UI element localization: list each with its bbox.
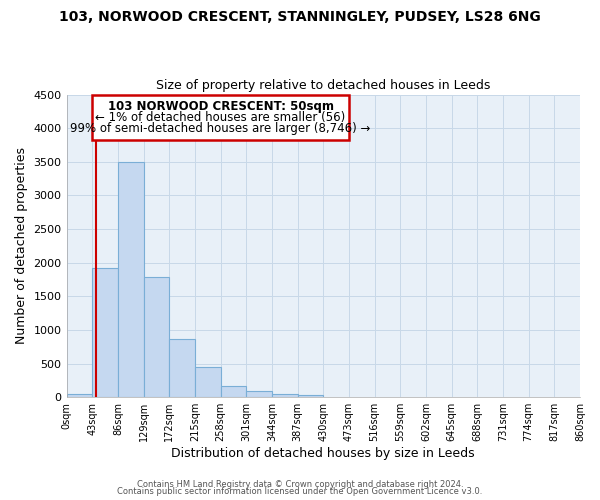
Bar	[143, 278, 169, 397]
Bar	[118, 162, 143, 397]
Title: Size of property relative to detached houses in Leeds: Size of property relative to detached ho…	[156, 79, 490, 92]
Text: 103, NORWOOD CRESCENT, STANNINGLEY, PUDSEY, LS28 6NG: 103, NORWOOD CRESCENT, STANNINGLEY, PUDS…	[59, 10, 541, 24]
Bar	[272, 394, 298, 397]
Text: Contains public sector information licensed under the Open Government Licence v3: Contains public sector information licen…	[118, 487, 482, 496]
Bar	[92, 268, 118, 397]
Y-axis label: Number of detached properties: Number of detached properties	[15, 148, 28, 344]
Bar	[298, 395, 323, 397]
Bar	[246, 391, 272, 397]
Text: 99% of semi-detached houses are larger (8,746) →: 99% of semi-detached houses are larger (…	[70, 122, 371, 135]
Text: 103 NORWOOD CRESCENT: 50sqm: 103 NORWOOD CRESCENT: 50sqm	[107, 100, 334, 113]
Text: Contains HM Land Registry data © Crown copyright and database right 2024.: Contains HM Land Registry data © Crown c…	[137, 480, 463, 489]
Bar	[92, 95, 349, 140]
Bar	[221, 386, 246, 397]
Bar	[195, 367, 221, 397]
Bar	[67, 394, 92, 397]
X-axis label: Distribution of detached houses by size in Leeds: Distribution of detached houses by size …	[172, 447, 475, 460]
Text: ← 1% of detached houses are smaller (56): ← 1% of detached houses are smaller (56)	[95, 111, 346, 124]
Bar	[169, 340, 195, 397]
